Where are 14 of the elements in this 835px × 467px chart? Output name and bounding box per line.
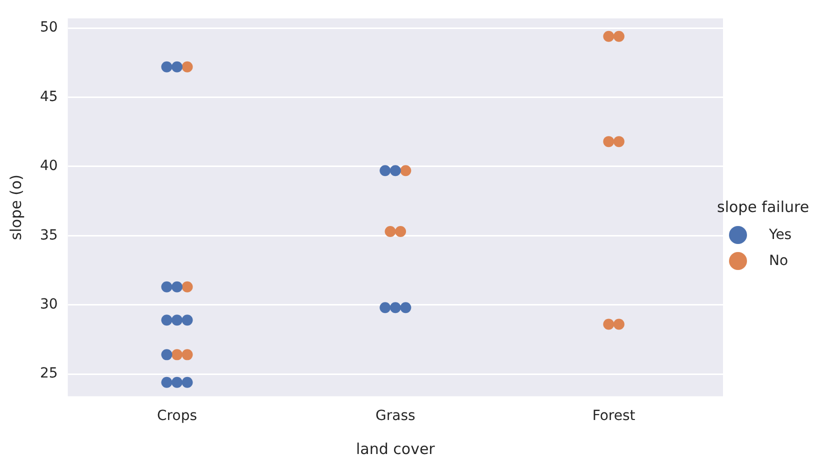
y-tick-label: 35: [40, 227, 58, 244]
y-tick-label: 25: [40, 366, 58, 382]
y-tick-label: 30: [40, 296, 58, 313]
legend-label: Yes: [769, 227, 792, 243]
legend-label: No: [769, 253, 788, 269]
y-axis-title: slope (o): [6, 174, 25, 240]
y-tick-label: 50: [40, 20, 58, 36]
y-tick-label: 45: [40, 88, 58, 105]
legend-title: slope failure: [717, 198, 810, 216]
y-tick-label: 40: [40, 158, 58, 174]
x-tick-label: Grass: [376, 408, 416, 424]
x-tick-label: Forest: [592, 408, 636, 424]
x-axis-title: land cover: [356, 440, 436, 458]
x-tick-label: Crops: [157, 408, 198, 424]
